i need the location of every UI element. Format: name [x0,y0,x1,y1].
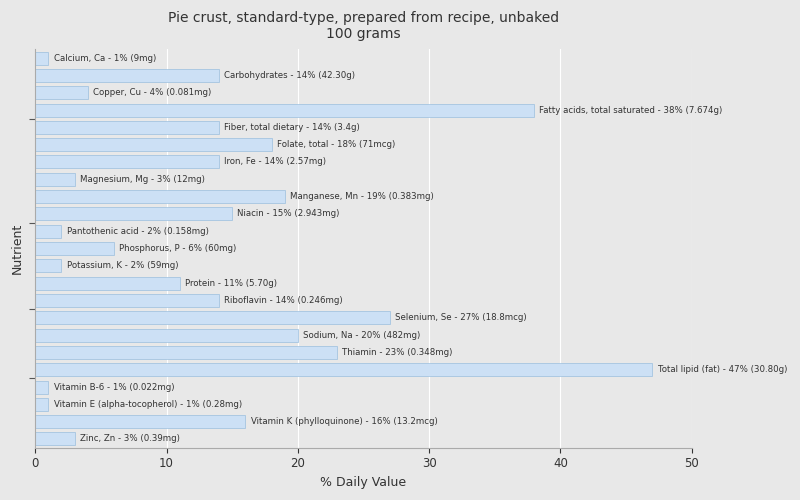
Bar [35,432,74,446]
Bar [35,260,62,272]
Text: Riboflavin - 14% (0.246mg): Riboflavin - 14% (0.246mg) [224,296,343,305]
Bar [35,294,219,307]
Bar [35,69,219,82]
Bar [35,242,114,255]
Text: Manganese, Mn - 19% (0.383mg): Manganese, Mn - 19% (0.383mg) [290,192,434,201]
Text: Vitamin B-6 - 1% (0.022mg): Vitamin B-6 - 1% (0.022mg) [54,382,174,392]
Text: Niacin - 15% (2.943mg): Niacin - 15% (2.943mg) [238,210,340,218]
Title: Pie crust, standard-type, prepared from recipe, unbaked
100 grams: Pie crust, standard-type, prepared from … [168,11,559,42]
Text: Copper, Cu - 4% (0.081mg): Copper, Cu - 4% (0.081mg) [93,88,211,97]
Bar [35,312,390,324]
Bar [35,86,88,99]
Bar [35,363,652,376]
Text: Vitamin K (phylloquinone) - 16% (13.2mcg): Vitamin K (phylloquinone) - 16% (13.2mcg… [250,417,438,426]
Bar [35,156,219,168]
Text: Phosphorus, P - 6% (60mg): Phosphorus, P - 6% (60mg) [119,244,237,253]
Text: Calcium, Ca - 1% (9mg): Calcium, Ca - 1% (9mg) [54,54,156,62]
Text: Vitamin E (alpha-tocopherol) - 1% (0.28mg): Vitamin E (alpha-tocopherol) - 1% (0.28m… [54,400,242,409]
Bar [35,190,285,203]
Text: Magnesium, Mg - 3% (12mg): Magnesium, Mg - 3% (12mg) [80,175,205,184]
Text: Folate, total - 18% (71mcg): Folate, total - 18% (71mcg) [277,140,395,149]
Bar [35,276,180,289]
Text: Total lipid (fat) - 47% (30.80g): Total lipid (fat) - 47% (30.80g) [658,365,787,374]
Text: Iron, Fe - 14% (2.57mg): Iron, Fe - 14% (2.57mg) [224,158,326,166]
Bar [35,346,338,359]
Text: Protein - 11% (5.70g): Protein - 11% (5.70g) [185,278,277,287]
Text: Selenium, Se - 27% (18.8mcg): Selenium, Se - 27% (18.8mcg) [395,314,526,322]
X-axis label: % Daily Value: % Daily Value [321,476,406,489]
Bar [35,138,271,151]
Text: Carbohydrates - 14% (42.30g): Carbohydrates - 14% (42.30g) [224,71,355,80]
Text: Fiber, total dietary - 14% (3.4g): Fiber, total dietary - 14% (3.4g) [224,123,360,132]
Bar [35,328,298,342]
Text: Thiamin - 23% (0.348mg): Thiamin - 23% (0.348mg) [342,348,453,357]
Bar [35,104,534,117]
Bar [35,398,48,411]
Text: Pantothenic acid - 2% (0.158mg): Pantothenic acid - 2% (0.158mg) [66,226,209,235]
Bar [35,173,74,186]
Bar [35,415,246,428]
Text: Potassium, K - 2% (59mg): Potassium, K - 2% (59mg) [66,262,178,270]
Bar [35,52,48,64]
Text: Fatty acids, total saturated - 38% (7.674g): Fatty acids, total saturated - 38% (7.67… [539,106,722,114]
Bar [35,121,219,134]
Bar [35,208,232,220]
Text: Sodium, Na - 20% (482mg): Sodium, Na - 20% (482mg) [303,330,420,340]
Y-axis label: Nutrient: Nutrient [11,223,24,274]
Bar [35,224,62,237]
Bar [35,380,48,394]
Text: Zinc, Zn - 3% (0.39mg): Zinc, Zn - 3% (0.39mg) [80,434,180,444]
